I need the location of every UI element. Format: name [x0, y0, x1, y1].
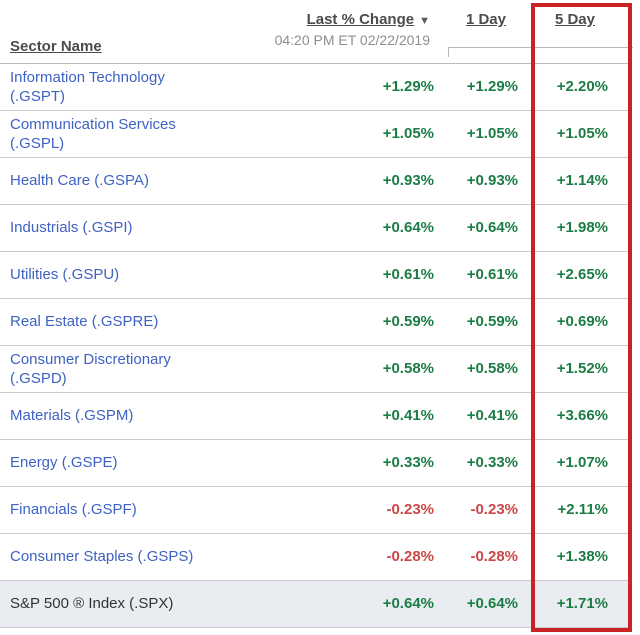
sector-link[interactable]: Real Estate (.GSPRE) — [10, 313, 159, 330]
one-day-value: +0.61% — [435, 251, 520, 299]
sector-link[interactable]: Consumer Discretionary (.GSPD) — [10, 350, 171, 387]
five-day-value: +0.69% — [520, 298, 632, 346]
last-pct-change-value: +0.61% — [220, 251, 435, 299]
one-day-value: +0.64% — [435, 580, 520, 628]
last-pct-change-value: +0.93% — [220, 157, 435, 205]
table-row: Consumer Staples (.GSPS) -0.28% -0.28% +… — [0, 533, 632, 581]
one-day-value: +0.33% — [435, 439, 520, 487]
one-day-value: +0.64% — [435, 204, 520, 252]
sort-descending-icon: ▼ — [419, 15, 430, 27]
sector-link[interactable]: Energy (.GSPE) — [10, 454, 118, 471]
one-day-value: +1.05% — [435, 110, 520, 158]
last-pct-change-value: +0.64% — [220, 580, 435, 628]
sector-name-cell: Utilities (.GSPU) — [0, 251, 220, 299]
sector-link: S&P 500 ® Index (.SPX) — [10, 595, 174, 612]
table-row: Industrials (.GSPI) +0.64% +0.64% +1.98% — [0, 204, 632, 252]
last-pct-change-value: -0.23% — [220, 486, 435, 534]
five-day-value: +1.98% — [520, 204, 632, 252]
table-row: Utilities (.GSPU) +0.61% +0.61% +2.65% — [0, 251, 632, 299]
five-day-value: +1.05% — [520, 110, 632, 158]
last-pct-change-value: +0.33% — [220, 439, 435, 487]
one-day-value: -0.28% — [435, 533, 520, 581]
sector-name-cell: Materials (.GSPM) — [0, 392, 220, 440]
five-day-value: +2.65% — [520, 251, 632, 299]
five-day-column-header[interactable]: 5 Day — [554, 11, 595, 28]
table-header-row: Sector Name Last % Change ▼ 04:20 PM ET 0… — [0, 0, 632, 64]
last-pct-change-value: +0.41% — [220, 392, 435, 440]
five-day-value: +1.71% — [520, 580, 632, 628]
last-pct-change-value: +1.29% — [220, 63, 435, 111]
sector-link[interactable]: Industrials (.GSPI) — [10, 219, 133, 236]
sector-link[interactable]: Information Technology (.GSPT) — [10, 68, 165, 105]
sector-link[interactable]: Communication Services (.GSPL) — [10, 115, 176, 152]
table-row: Financials (.GSPF) -0.23% -0.23% +2.11% — [0, 486, 632, 534]
five-day-value: +3.66% — [520, 392, 632, 440]
one-day-column-header[interactable]: 1 Day — [465, 11, 506, 28]
table-row: Health Care (.GSPA) +0.93% +0.93% +1.14% — [0, 157, 632, 205]
one-day-value: -0.23% — [435, 486, 520, 534]
last-pct-change-value: +0.59% — [220, 298, 435, 346]
five-day-value: +1.38% — [520, 533, 632, 581]
sector-link[interactable]: Utilities (.GSPU) — [10, 266, 120, 283]
last-pct-change-column-header[interactable]: Last % Change — [306, 11, 415, 28]
sector-name-cell: S&P 500 ® Index (.SPX) — [0, 580, 220, 628]
quote-timestamp: 04:20 PM ET 02/22/2019 — [274, 32, 430, 48]
five-day-value: +1.52% — [520, 345, 632, 393]
sector-name-cell: Consumer Staples (.GSPS) — [0, 533, 220, 581]
sector-link[interactable]: Consumer Staples (.GSPS) — [10, 548, 194, 565]
table-row: Real Estate (.GSPRE) +0.59% +0.59% +0.69… — [0, 298, 632, 346]
table-row: Communication Services (.GSPL) +1.05% +1… — [0, 110, 632, 158]
sector-name-cell: Financials (.GSPF) — [0, 486, 220, 534]
sector-name-cell: Communication Services (.GSPL) — [0, 110, 220, 158]
one-day-value: +0.41% — [435, 392, 520, 440]
five-day-value: +1.14% — [520, 157, 632, 205]
table-row: Consumer Discretionary (.GSPD) +0.58% +0… — [0, 345, 632, 393]
last-pct-change-value: +0.58% — [220, 345, 435, 393]
sector-link[interactable]: Financials (.GSPF) — [10, 501, 137, 518]
sector-name-column-header[interactable]: Sector Name — [10, 37, 102, 55]
sector-name-cell: Industrials (.GSPI) — [0, 204, 220, 252]
sector-name-cell: Consumer Discretionary (.GSPD) — [0, 345, 220, 393]
five-day-value: +2.11% — [520, 486, 632, 534]
table-row: Information Technology (.GSPT) +1.29% +1… — [0, 63, 632, 111]
one-day-value: +0.93% — [435, 157, 520, 205]
index-summary-row: S&P 500 ® Index (.SPX) +0.64% +0.64% +1.… — [0, 580, 632, 628]
one-day-value: +0.59% — [435, 298, 520, 346]
five-day-value: +2.20% — [520, 63, 632, 111]
one-day-value: +1.29% — [435, 63, 520, 111]
sector-name-cell: Real Estate (.GSPRE) — [0, 298, 220, 346]
one-day-value: +0.58% — [435, 345, 520, 393]
sector-link[interactable]: Materials (.GSPM) — [10, 407, 134, 424]
sector-name-cell: Energy (.GSPE) — [0, 439, 220, 487]
sector-name-cell: Health Care (.GSPA) — [0, 157, 220, 205]
sector-link[interactable]: Health Care (.GSPA) — [10, 172, 149, 189]
table-body: Information Technology (.GSPT) +1.29% +1… — [0, 63, 632, 628]
five-day-value: +1.07% — [520, 439, 632, 487]
last-pct-change-value: +0.64% — [220, 204, 435, 252]
sector-performance-table: Sector Name Last % Change ▼ 04:20 PM ET 0… — [0, 0, 632, 628]
table-row: Energy (.GSPE) +0.33% +0.33% +1.07% — [0, 439, 632, 487]
last-pct-change-value: +1.05% — [220, 110, 435, 158]
sector-name-cell: Information Technology (.GSPT) — [0, 63, 220, 111]
table-row: Materials (.GSPM) +0.41% +0.41% +3.66% — [0, 392, 632, 440]
last-pct-change-value: -0.28% — [220, 533, 435, 581]
